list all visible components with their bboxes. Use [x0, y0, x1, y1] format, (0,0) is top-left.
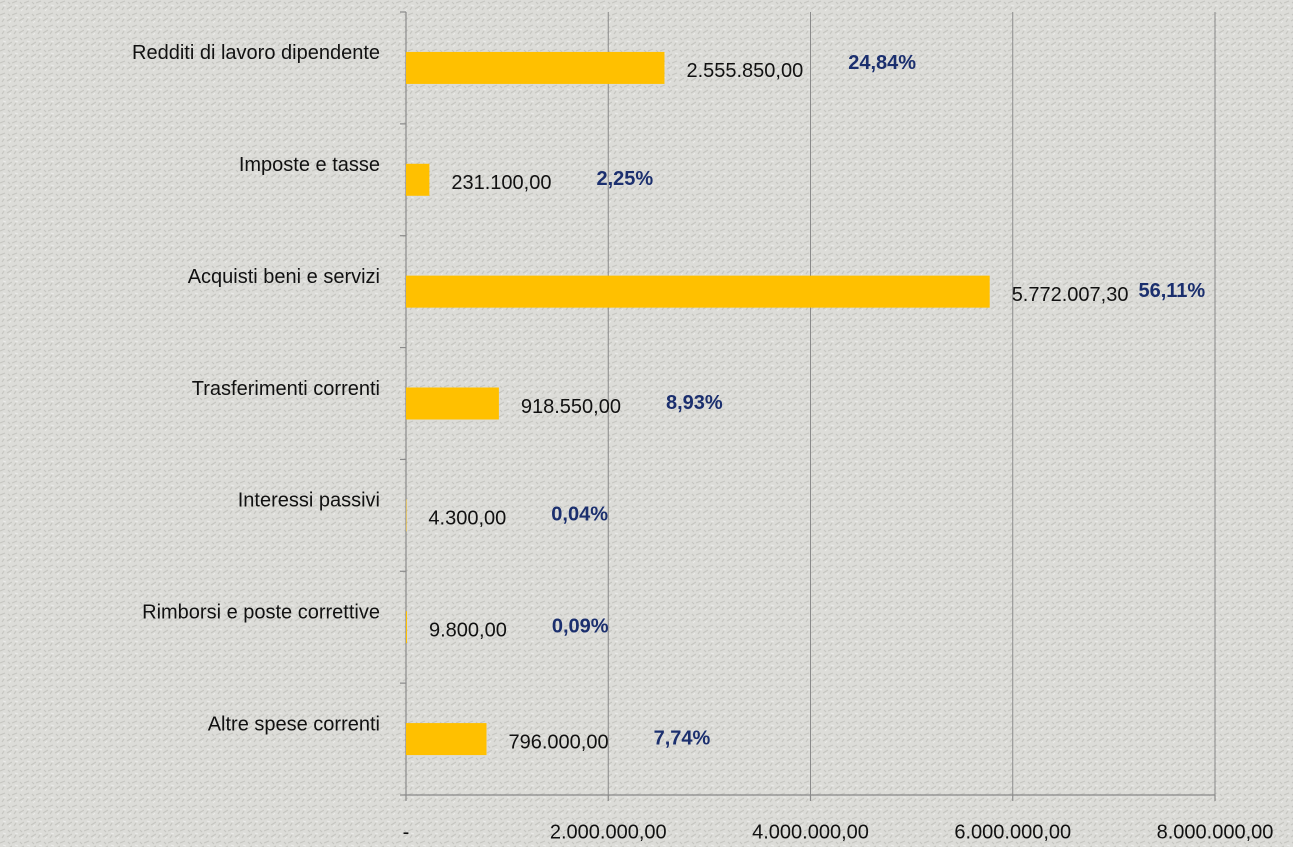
bar	[406, 387, 499, 420]
percentage-label: 7,74%	[654, 727, 711, 749]
bar	[406, 275, 990, 308]
value-label: 231.100,00	[451, 172, 551, 194]
x-tick-label: 2.000.000,00	[550, 821, 667, 843]
percentage-label: 2,25%	[596, 168, 653, 190]
y-tick-label: Imposte e tasse	[239, 154, 380, 176]
bar	[406, 611, 407, 644]
value-label: 2.555.850,00	[686, 60, 803, 82]
percentage-label: 0,09%	[552, 615, 609, 637]
value-label: 5.772.007,30	[1012, 284, 1129, 306]
percentage-label: 8,93%	[666, 392, 723, 414]
x-tick-label: 8.000.000,00	[1157, 821, 1274, 843]
y-tick-label: Redditi di lavoro dipendente	[132, 42, 380, 64]
bar	[406, 163, 430, 196]
percentage-label: 24,84%	[848, 52, 916, 74]
percentage-label: 0,04%	[551, 504, 608, 526]
y-tick-label: Interessi passivi	[238, 490, 380, 512]
x-tick-label: 4.000.000,00	[752, 821, 869, 843]
value-label: 796.000,00	[508, 731, 608, 753]
y-tick-label: Trasferimenti correnti	[192, 378, 380, 400]
value-label: 918.550,00	[521, 396, 621, 418]
y-tick-label: Rimborsi e poste correttive	[142, 601, 380, 623]
x-tick-label: -	[403, 821, 410, 843]
percentage-label: 56,11%	[1138, 280, 1205, 302]
y-tick-label: Acquisti beni e servizi	[188, 266, 380, 288]
y-tick-label: Altre spese correnti	[208, 713, 380, 735]
value-label: 9.800,00	[429, 619, 507, 641]
bar	[406, 723, 487, 756]
value-label: 4.300,00	[428, 508, 506, 530]
bar	[406, 51, 665, 84]
x-tick-label: 6.000.000,00	[954, 821, 1071, 843]
